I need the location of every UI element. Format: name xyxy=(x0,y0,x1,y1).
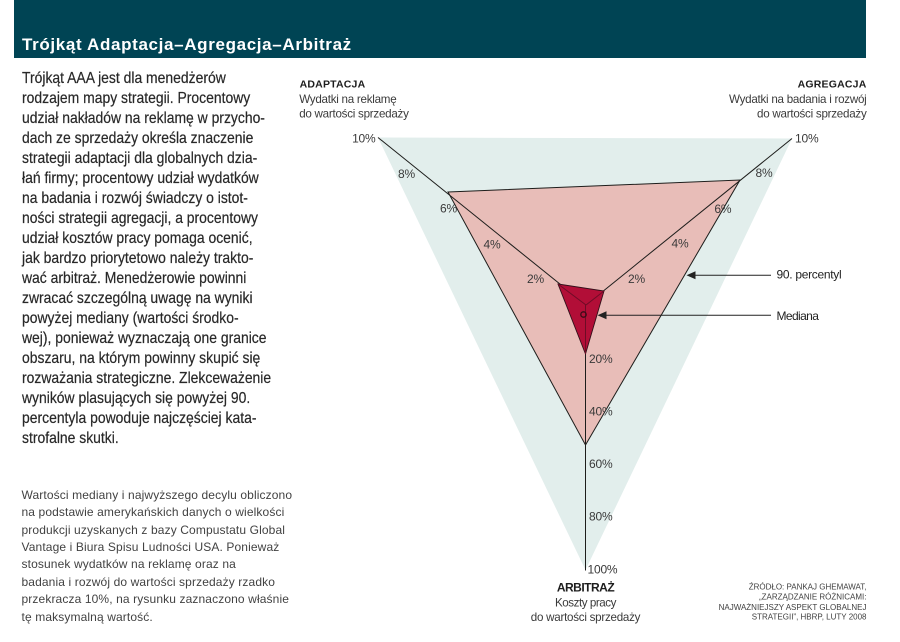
svg-text:4%: 4% xyxy=(672,237,689,251)
svg-text:10%: 10% xyxy=(795,132,819,146)
svg-text:90. percentyl: 90. percentyl xyxy=(777,268,842,282)
svg-text:6%: 6% xyxy=(714,202,731,216)
svg-text:ADAPTACJA: ADAPTACJA xyxy=(300,78,366,90)
svg-text:2%: 2% xyxy=(527,272,544,286)
svg-text:ŹRÓDŁO: PANKAJ GHEMAWAT,: ŹRÓDŁO: PANKAJ GHEMAWAT, xyxy=(749,582,867,591)
svg-text:Mediana: Mediana xyxy=(777,309,820,323)
svg-text:do wartości sprzedaży: do wartości sprzedaży xyxy=(757,107,867,120)
svg-text:6%: 6% xyxy=(440,202,457,216)
svg-text:„ZARZĄDZANIE RÓŻNICAMI:: „ZARZĄDZANIE RÓŻNICAMI: xyxy=(759,593,867,602)
svg-text:20%: 20% xyxy=(589,352,613,366)
svg-text:8%: 8% xyxy=(398,167,415,181)
svg-text:80%: 80% xyxy=(589,510,613,524)
svg-text:NAJWAŻNIEJSZY ASPEKT GLOBALNEJ: NAJWAŻNIEJSZY ASPEKT GLOBALNEJ xyxy=(719,603,867,612)
svg-text:Koszty pracy: Koszty pracy xyxy=(555,597,617,610)
svg-text:ARBITRAŻ: ARBITRAŻ xyxy=(557,580,614,595)
svg-text:10%: 10% xyxy=(352,132,376,146)
svg-text:STRATEGII”, HBRP, LUTY 2008: STRATEGII”, HBRP, LUTY 2008 xyxy=(752,613,867,622)
svg-text:60%: 60% xyxy=(589,457,613,471)
svg-text:Wydatki na badania i rozwój: Wydatki na badania i rozwój xyxy=(729,93,867,106)
svg-text:do wartości sprzedaży: do wartości sprzedaży xyxy=(531,611,641,624)
svg-text:Wydatki na reklamę: Wydatki na reklamę xyxy=(299,93,396,106)
svg-text:4%: 4% xyxy=(484,238,501,252)
svg-text:do wartości sprzedaży: do wartości sprzedaży xyxy=(299,107,409,120)
svg-text:40%: 40% xyxy=(589,405,613,419)
svg-text:100%: 100% xyxy=(588,563,618,577)
svg-text:8%: 8% xyxy=(756,166,773,180)
svg-text:AGREGACJA: AGREGACJA xyxy=(798,78,867,90)
svg-text:2%: 2% xyxy=(628,272,645,286)
